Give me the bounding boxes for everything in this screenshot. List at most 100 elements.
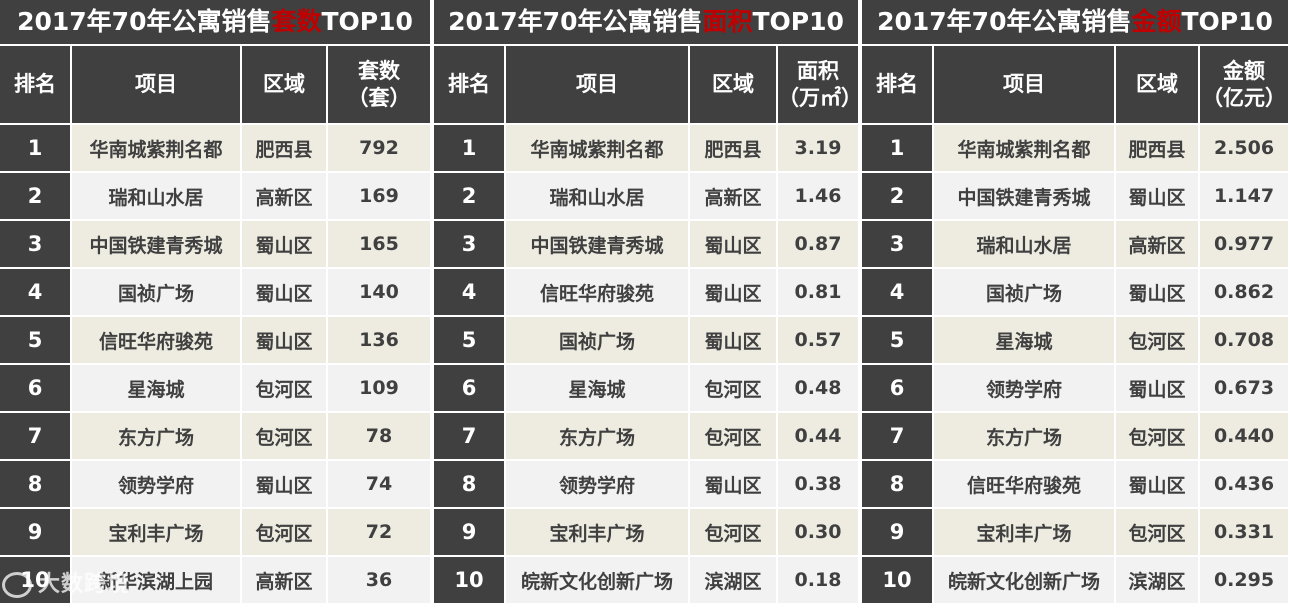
table-row: 9 宝利丰广场 包河区 0.30 [434, 509, 860, 557]
district-cell: 包河区 [1116, 317, 1200, 365]
table-row: 9 宝利丰广场 包河区 72 [0, 509, 432, 557]
district-cell: 包河区 [690, 365, 778, 413]
district-cell: 高新区 [1116, 221, 1200, 269]
rank-cell: 6 [862, 365, 934, 413]
district-cell: 肥西县 [242, 125, 328, 173]
table-row: 10 皖新文化创新广场 滨湖区 0.18 [434, 557, 860, 605]
metric-cell: 2.506 [1200, 125, 1290, 173]
project-cell: 东方广场 [506, 413, 690, 461]
rank-cell: 7 [862, 413, 934, 461]
metric-cell: 74 [328, 461, 432, 509]
project-cell: 瑞和山水居 [72, 173, 242, 221]
metric-cell: 0.44 [778, 413, 860, 461]
table-row: 4 国祯广场 蜀山区 140 [0, 269, 432, 317]
metric-cell: 0.295 [1200, 557, 1290, 605]
rank-cell: 7 [434, 413, 506, 461]
title-prefix: 2017年70年公寓销售 [17, 7, 272, 36]
panel-title: 2017年70年公寓销售面积TOP10 [434, 0, 858, 44]
metric-cell: 0.48 [778, 365, 860, 413]
table-row: 4 信旺华府骏苑 蜀山区 0.81 [434, 269, 860, 317]
panel-title: 2017年70年公寓销售套数TOP10 [0, 0, 430, 44]
table-row: 9 宝利丰广场 包河区 0.331 [862, 509, 1290, 557]
district-cell: 蜀山区 [690, 461, 778, 509]
table-row: 8 信旺华府骏苑 蜀山区 0.436 [862, 461, 1290, 509]
table-row: 5 星海城 包河区 0.708 [862, 317, 1290, 365]
project-cell: 华南城紫荆名都 [934, 125, 1116, 173]
district-cell: 蜀山区 [690, 221, 778, 269]
table-row: 5 信旺华府骏苑 蜀山区 136 [0, 317, 432, 365]
table-row: 4 国祯广场 蜀山区 0.862 [862, 269, 1290, 317]
district-cell: 包河区 [1116, 413, 1200, 461]
rank-cell: 3 [434, 221, 506, 269]
metric-cell: 140 [328, 269, 432, 317]
metric-cell: 1.147 [1200, 173, 1290, 221]
project-cell: 国祯广场 [934, 269, 1116, 317]
project-cell: 新华滨湖上园 [72, 557, 242, 605]
project-cell: 领势学府 [934, 365, 1116, 413]
metric-cell: 0.18 [778, 557, 860, 605]
title-suffix: TOP10 [321, 7, 413, 36]
metric-cell: 792 [328, 125, 432, 173]
table-row: 2 瑞和山水居 高新区 1.46 [434, 173, 860, 221]
district-cell: 蜀山区 [1116, 365, 1200, 413]
table-row: 7 东方广场 包河区 0.440 [862, 413, 1290, 461]
project-cell: 华南城紫荆名都 [506, 125, 690, 173]
table-row: 5 国祯广场 蜀山区 0.57 [434, 317, 860, 365]
project-cell: 信旺华府骏苑 [934, 461, 1116, 509]
district-cell: 肥西县 [1116, 125, 1200, 173]
metric-cell: 3.19 [778, 125, 860, 173]
district-cell: 蜀山区 [1116, 173, 1200, 221]
rank-cell: 9 [434, 509, 506, 557]
metric-cell: 109 [328, 365, 432, 413]
project-cell: 星海城 [934, 317, 1116, 365]
rank-cell: 10 [862, 557, 934, 605]
table-row: 6 领势学府 蜀山区 0.673 [862, 365, 1290, 413]
table-row: 1 华南城紫荆名都 肥西县 3.19 [434, 125, 860, 173]
district-cell: 蜀山区 [242, 317, 328, 365]
metric-cell: 0.436 [1200, 461, 1290, 509]
header-project: 项目 [506, 46, 690, 125]
header-rank: 排名 [862, 46, 934, 125]
rank-cell: 7 [0, 413, 72, 461]
project-cell: 中国铁建青秀城 [934, 173, 1116, 221]
district-cell: 滨湖区 [1116, 557, 1200, 605]
rank-cell: 10 [434, 557, 506, 605]
project-cell: 信旺华府骏苑 [72, 317, 242, 365]
header-district: 区域 [1116, 46, 1200, 125]
area-panel: 2017年70年公寓销售面积TOP10 排名 项目 区域 面积 （万㎡） 1 华南城紫荆名… [434, 0, 860, 608]
table-row: 8 领势学府 蜀山区 74 [0, 461, 432, 509]
rank-cell: 2 [0, 173, 72, 221]
project-cell: 东方广场 [72, 413, 242, 461]
district-cell: 高新区 [242, 557, 328, 605]
district-cell: 蜀山区 [242, 461, 328, 509]
rank-cell: 8 [862, 461, 934, 509]
project-cell: 宝利丰广场 [506, 509, 690, 557]
title-prefix: 2017年70年公寓销售 [877, 7, 1132, 36]
district-cell: 包河区 [242, 413, 328, 461]
metric-cell: 0.862 [1200, 269, 1290, 317]
table-row: 1 华南城紫荆名都 肥西县 792 [0, 125, 432, 173]
project-cell: 中国铁建青秀城 [506, 221, 690, 269]
metric-cell: 1.46 [778, 173, 860, 221]
table-row: 1 华南城紫荆名都 肥西县 2.506 [862, 125, 1290, 173]
rank-cell: 1 [434, 125, 506, 173]
district-cell: 蜀山区 [242, 269, 328, 317]
metric-cell: 0.977 [1200, 221, 1290, 269]
district-cell: 包河区 [1116, 509, 1200, 557]
rank-cell: 4 [862, 269, 934, 317]
project-cell: 星海城 [72, 365, 242, 413]
rank-cell: 9 [0, 509, 72, 557]
header-row: 排名 项目 区域 金额 （亿元） [862, 46, 1290, 125]
district-cell: 高新区 [690, 173, 778, 221]
rank-cell: 5 [434, 317, 506, 365]
metric-cell: 0.673 [1200, 365, 1290, 413]
table-row: 6 星海城 包河区 109 [0, 365, 432, 413]
ranking-table: 排名 项目 区域 套数 （套） 1 华南城紫荆名都 肥西县 792 2 瑞和山水居 高新区 169 3 中… [0, 46, 432, 605]
header-project: 项目 [72, 46, 242, 125]
table-row: 2 中国铁建青秀城 蜀山区 1.147 [862, 173, 1290, 221]
project-cell: 信旺华府骏苑 [506, 269, 690, 317]
rank-cell: 9 [862, 509, 934, 557]
title-highlight: 套数 [271, 7, 322, 36]
rank-cell: 4 [0, 269, 72, 317]
project-cell: 宝利丰广场 [72, 509, 242, 557]
